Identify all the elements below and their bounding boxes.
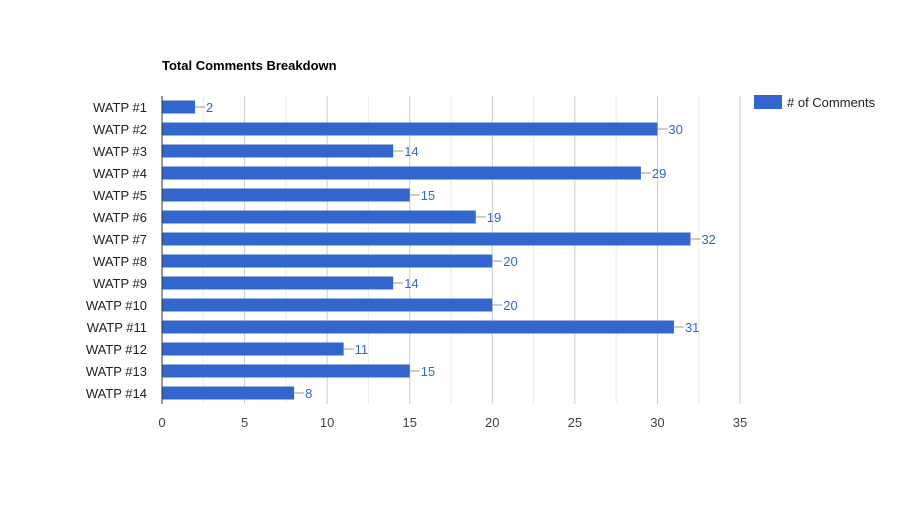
data-label: 30: [668, 122, 682, 137]
bar: [162, 342, 344, 356]
category-labels: WATP #1 WATP #2 WATP #3 WATP #4 WATP #5 WATP …: [86, 100, 147, 401]
category-label: WATP #6: [93, 210, 147, 225]
x-tick-label: 30: [650, 415, 664, 430]
category-label: WATP #9: [93, 276, 147, 291]
legend-label: # of Comments: [787, 95, 876, 110]
x-tick-label: 5: [241, 415, 248, 430]
category-label: WATP #7: [93, 232, 147, 247]
x-tick-label: 20: [485, 415, 499, 430]
x-tick-label: 15: [402, 415, 416, 430]
bar: [162, 320, 674, 334]
bars: 2 30 14 29 15 19 32 20 14 20 31 11 15 8: [162, 100, 716, 401]
category-label: WATP #10: [86, 298, 147, 313]
data-label: 15: [421, 188, 435, 203]
category-label: WATP #14: [86, 386, 147, 401]
x-tick-label: 25: [568, 415, 582, 430]
bar: [162, 100, 196, 114]
bar: [162, 166, 641, 180]
bar: [162, 144, 394, 158]
x-tick-label: 10: [320, 415, 334, 430]
bar: [162, 232, 691, 246]
category-label: WATP #13: [86, 364, 147, 379]
data-label: 8: [305, 386, 312, 401]
data-label: 20: [503, 298, 517, 313]
x-tick-label: 35: [733, 415, 747, 430]
category-label: WATP #12: [86, 342, 147, 357]
legend[interactable]: # of Comments: [754, 95, 876, 110]
bar: [162, 276, 394, 290]
grid-lines: [202, 96, 741, 404]
data-label: 31: [685, 320, 699, 335]
data-label: 14: [404, 276, 418, 291]
bar: [162, 386, 295, 400]
x-axis-ticks: 0 5 10 15 20 25 30 35: [158, 415, 747, 430]
category-label: WATP #11: [87, 320, 147, 335]
category-label: WATP #3: [93, 144, 147, 159]
data-label: 29: [652, 166, 666, 181]
data-label: 19: [487, 210, 501, 225]
category-label: WATP #1: [93, 100, 147, 115]
bar: [162, 122, 658, 136]
bar: [162, 210, 476, 224]
chart-title: Total Comments Breakdown: [162, 58, 337, 73]
bar: [162, 188, 410, 202]
x-tick-label: 0: [158, 415, 165, 430]
bar: [162, 254, 493, 268]
category-label: WATP #8: [93, 254, 147, 269]
category-label: WATP #2: [93, 122, 147, 137]
data-label: 15: [421, 364, 435, 379]
data-label: 20: [503, 254, 517, 269]
data-label: 14: [404, 144, 418, 159]
category-label: WATP #4: [93, 166, 147, 181]
data-label: 32: [701, 232, 715, 247]
data-label: 11: [355, 342, 369, 357]
data-label: 2: [206, 100, 213, 115]
bar: [162, 298, 493, 312]
legend-swatch: [754, 95, 782, 109]
bar: [162, 364, 410, 378]
category-label: WATP #5: [93, 188, 147, 203]
